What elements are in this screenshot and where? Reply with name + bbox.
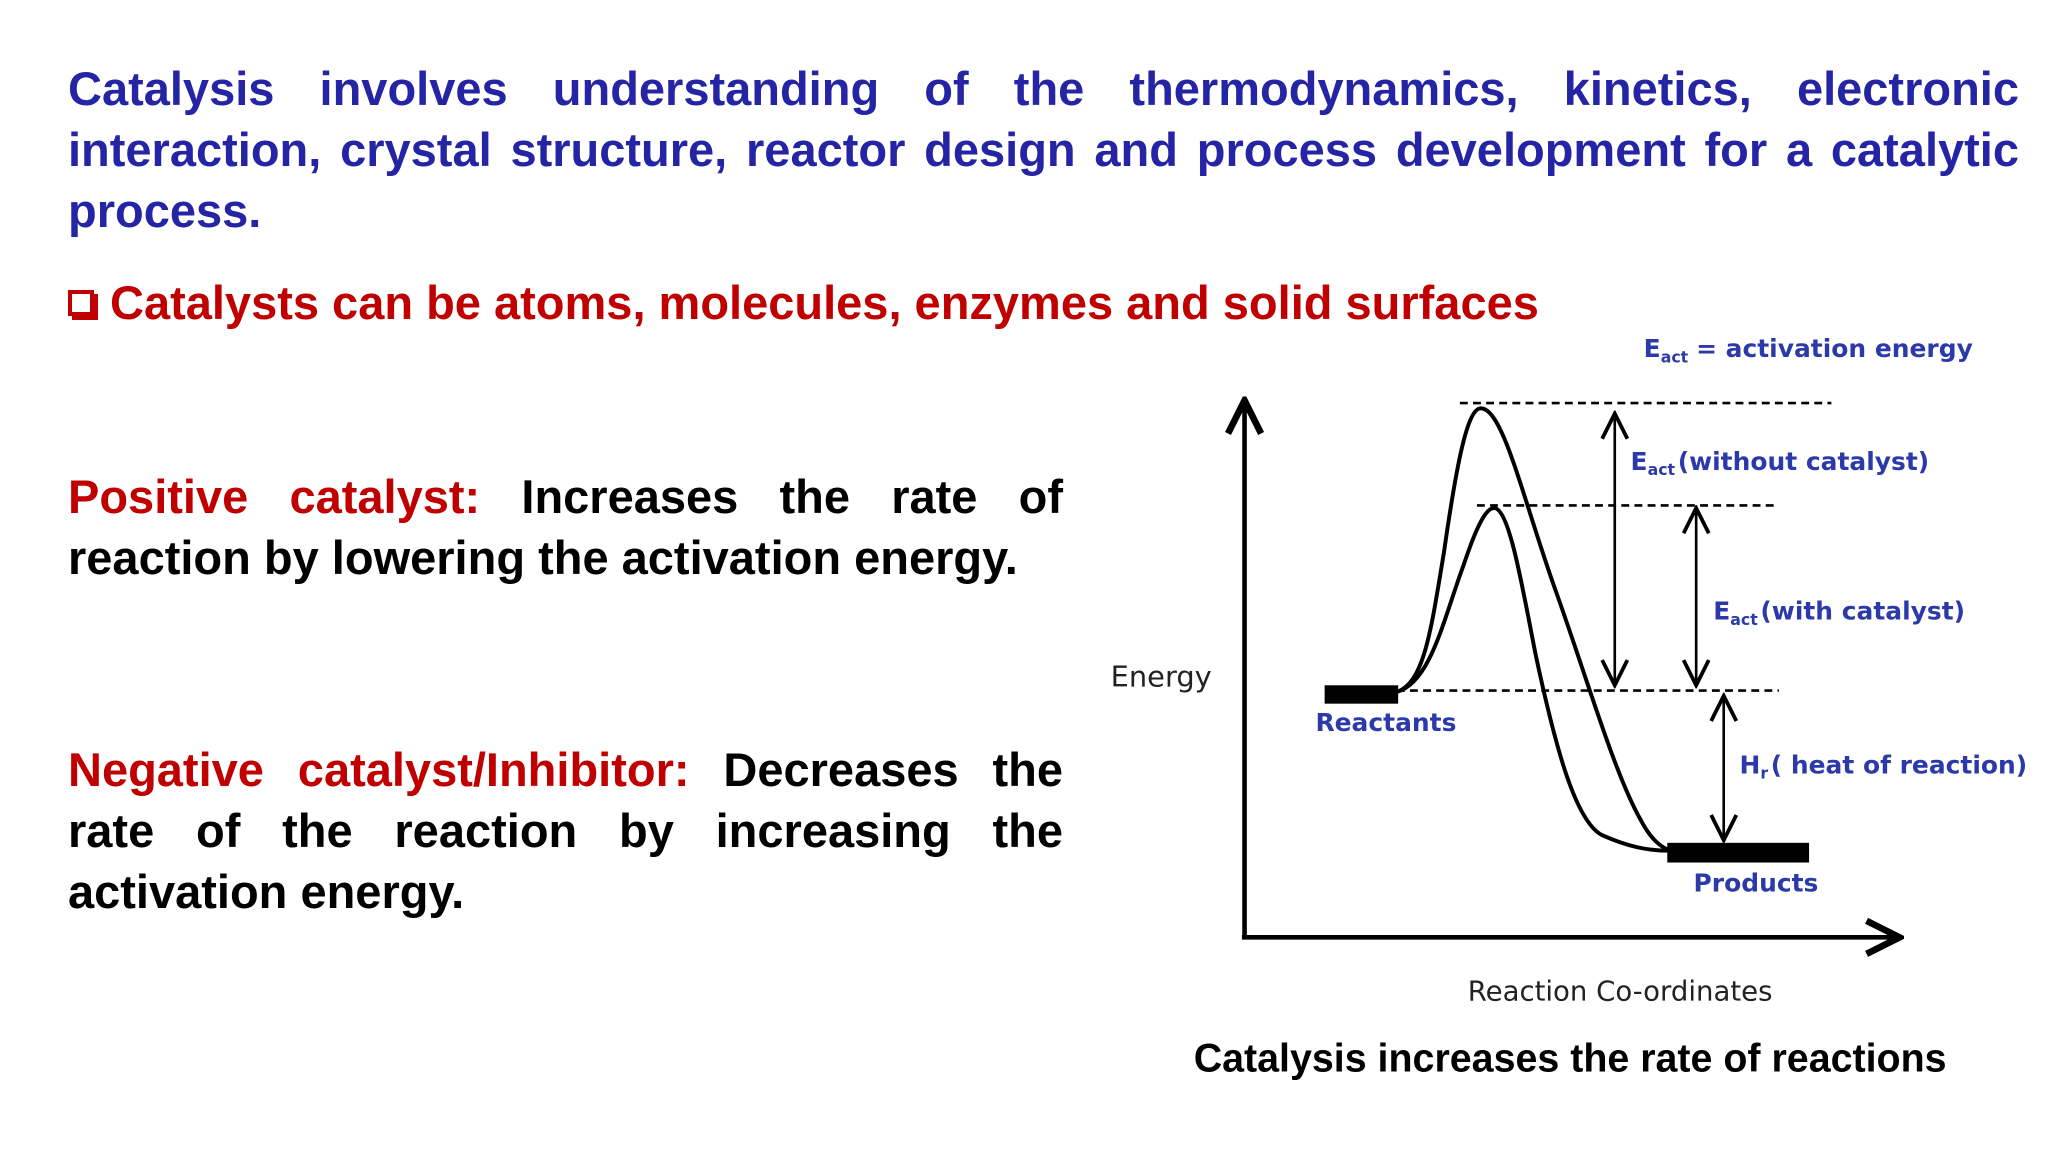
legend-label: Eact = activation energy: [1644, 334, 1973, 366]
bullet-icon: [68, 289, 94, 316]
definition: Decreases the rate of the reaction by in…: [68, 743, 1064, 918]
symbol: E: [1644, 334, 1661, 363]
term: Negative catalyst/Inhibitor:: [68, 743, 690, 796]
x-axis-label: Reaction Co-ordinates: [1468, 975, 1773, 1007]
bullet-text: Catalysts can be atoms, molecules, enzym…: [110, 276, 1539, 329]
reactants-bar: [1324, 685, 1399, 704]
without-label: Eact (without catalyst): [1631, 447, 1930, 479]
products-bar: [1667, 842, 1810, 863]
definition: Increases the rate of reaction by loweri…: [68, 470, 1063, 584]
uncatalyzed-curve: [1396, 406, 1671, 853]
subscript: r: [1760, 764, 1768, 783]
subscript: act: [1648, 460, 1676, 479]
products-label: Products: [1694, 868, 1819, 897]
reactants-label: Reactants: [1315, 708, 1456, 737]
label-text: (with catalyst): [1760, 597, 1965, 626]
positive-catalyst: Positive catalyst: Increases the rate of…: [68, 466, 1063, 588]
negative-catalyst: Negative catalyst/Inhibitor: Decreases t…: [68, 739, 1063, 922]
term: Positive catalyst:: [68, 470, 481, 523]
label-text: ( heat of reaction): [1771, 750, 2027, 779]
bullet-item: Catalysts can be atoms, molecules, enzym…: [68, 272, 1539, 333]
symbol: E: [1631, 447, 1648, 476]
subscript: act: [1661, 347, 1689, 366]
with-label: Eact (with catalyst): [1713, 597, 1965, 629]
label-text: = activation energy: [1696, 334, 1973, 363]
label-text: (without catalyst): [1678, 447, 1929, 476]
symbol: E: [1713, 597, 1730, 626]
catalyzed-curve: [1396, 506, 1670, 853]
symbol: H: [1739, 750, 1760, 779]
y-axis-label: Energy: [1111, 660, 1212, 694]
heat-label: Hr( heat of reaction): [1739, 750, 2027, 782]
subscript: act: [1730, 610, 1758, 629]
caption: Catalysis increases the rate of reaction…: [1194, 1036, 1947, 1080]
intro-text: Catalysis involves understanding of the …: [68, 62, 2019, 237]
